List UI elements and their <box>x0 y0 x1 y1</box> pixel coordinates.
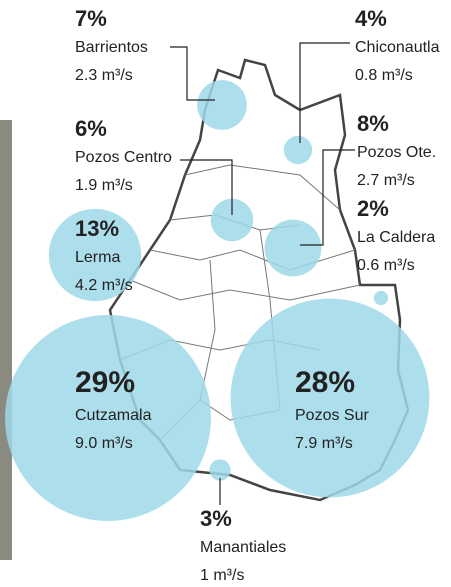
flow-label: 1.9 m³/s <box>75 177 133 194</box>
source-circle <box>374 291 388 305</box>
source-circle <box>197 80 247 130</box>
source-name: La Caldera <box>357 229 435 246</box>
share-label: 28% <box>295 366 355 399</box>
flow-label: 7.9 m³/s <box>295 435 353 452</box>
photo-edge <box>0 120 12 560</box>
flow-label: 1 m³/s <box>200 567 244 584</box>
source-circle <box>209 459 230 480</box>
share-label: 3% <box>200 506 232 531</box>
flow-label: 2.7 m³/s <box>357 172 415 189</box>
source-circle <box>265 220 322 277</box>
flow-label: 0.8 m³/s <box>355 67 413 84</box>
share-label: 2% <box>357 196 389 221</box>
map: 7% Barrientos 2.3 m³/s 4% Chiconautla 0.8 m³/… <box>0 0 451 587</box>
source-name: Lerma <box>75 249 120 266</box>
source-name: Pozos Ote. <box>357 144 436 161</box>
share-label: 13% <box>75 216 119 241</box>
share-label: 4% <box>355 6 387 31</box>
share-label: 7% <box>75 6 107 31</box>
share-label: 29% <box>75 366 135 399</box>
flow-label: 0.6 m³/s <box>357 257 415 274</box>
flow-label: 2.3 m³/s <box>75 67 133 84</box>
source-circle <box>284 136 312 164</box>
source-name: Chiconautla <box>355 39 440 56</box>
source-name: Manantiales <box>200 539 286 556</box>
page: 7% Barrientos 2.3 m³/s 4% Chiconautla 0.8 m³/… <box>0 0 451 587</box>
share-label: 8% <box>357 111 389 136</box>
flow-label: 9.0 m³/s <box>75 435 133 452</box>
flow-label: 4.2 m³/s <box>75 277 133 294</box>
source-name: Barrientos <box>75 39 148 56</box>
source-name: Cutzamala <box>75 407 152 424</box>
share-label: 6% <box>75 116 107 141</box>
source-name: Pozos Centro <box>75 149 172 166</box>
source-name: Pozos Sur <box>295 407 369 424</box>
